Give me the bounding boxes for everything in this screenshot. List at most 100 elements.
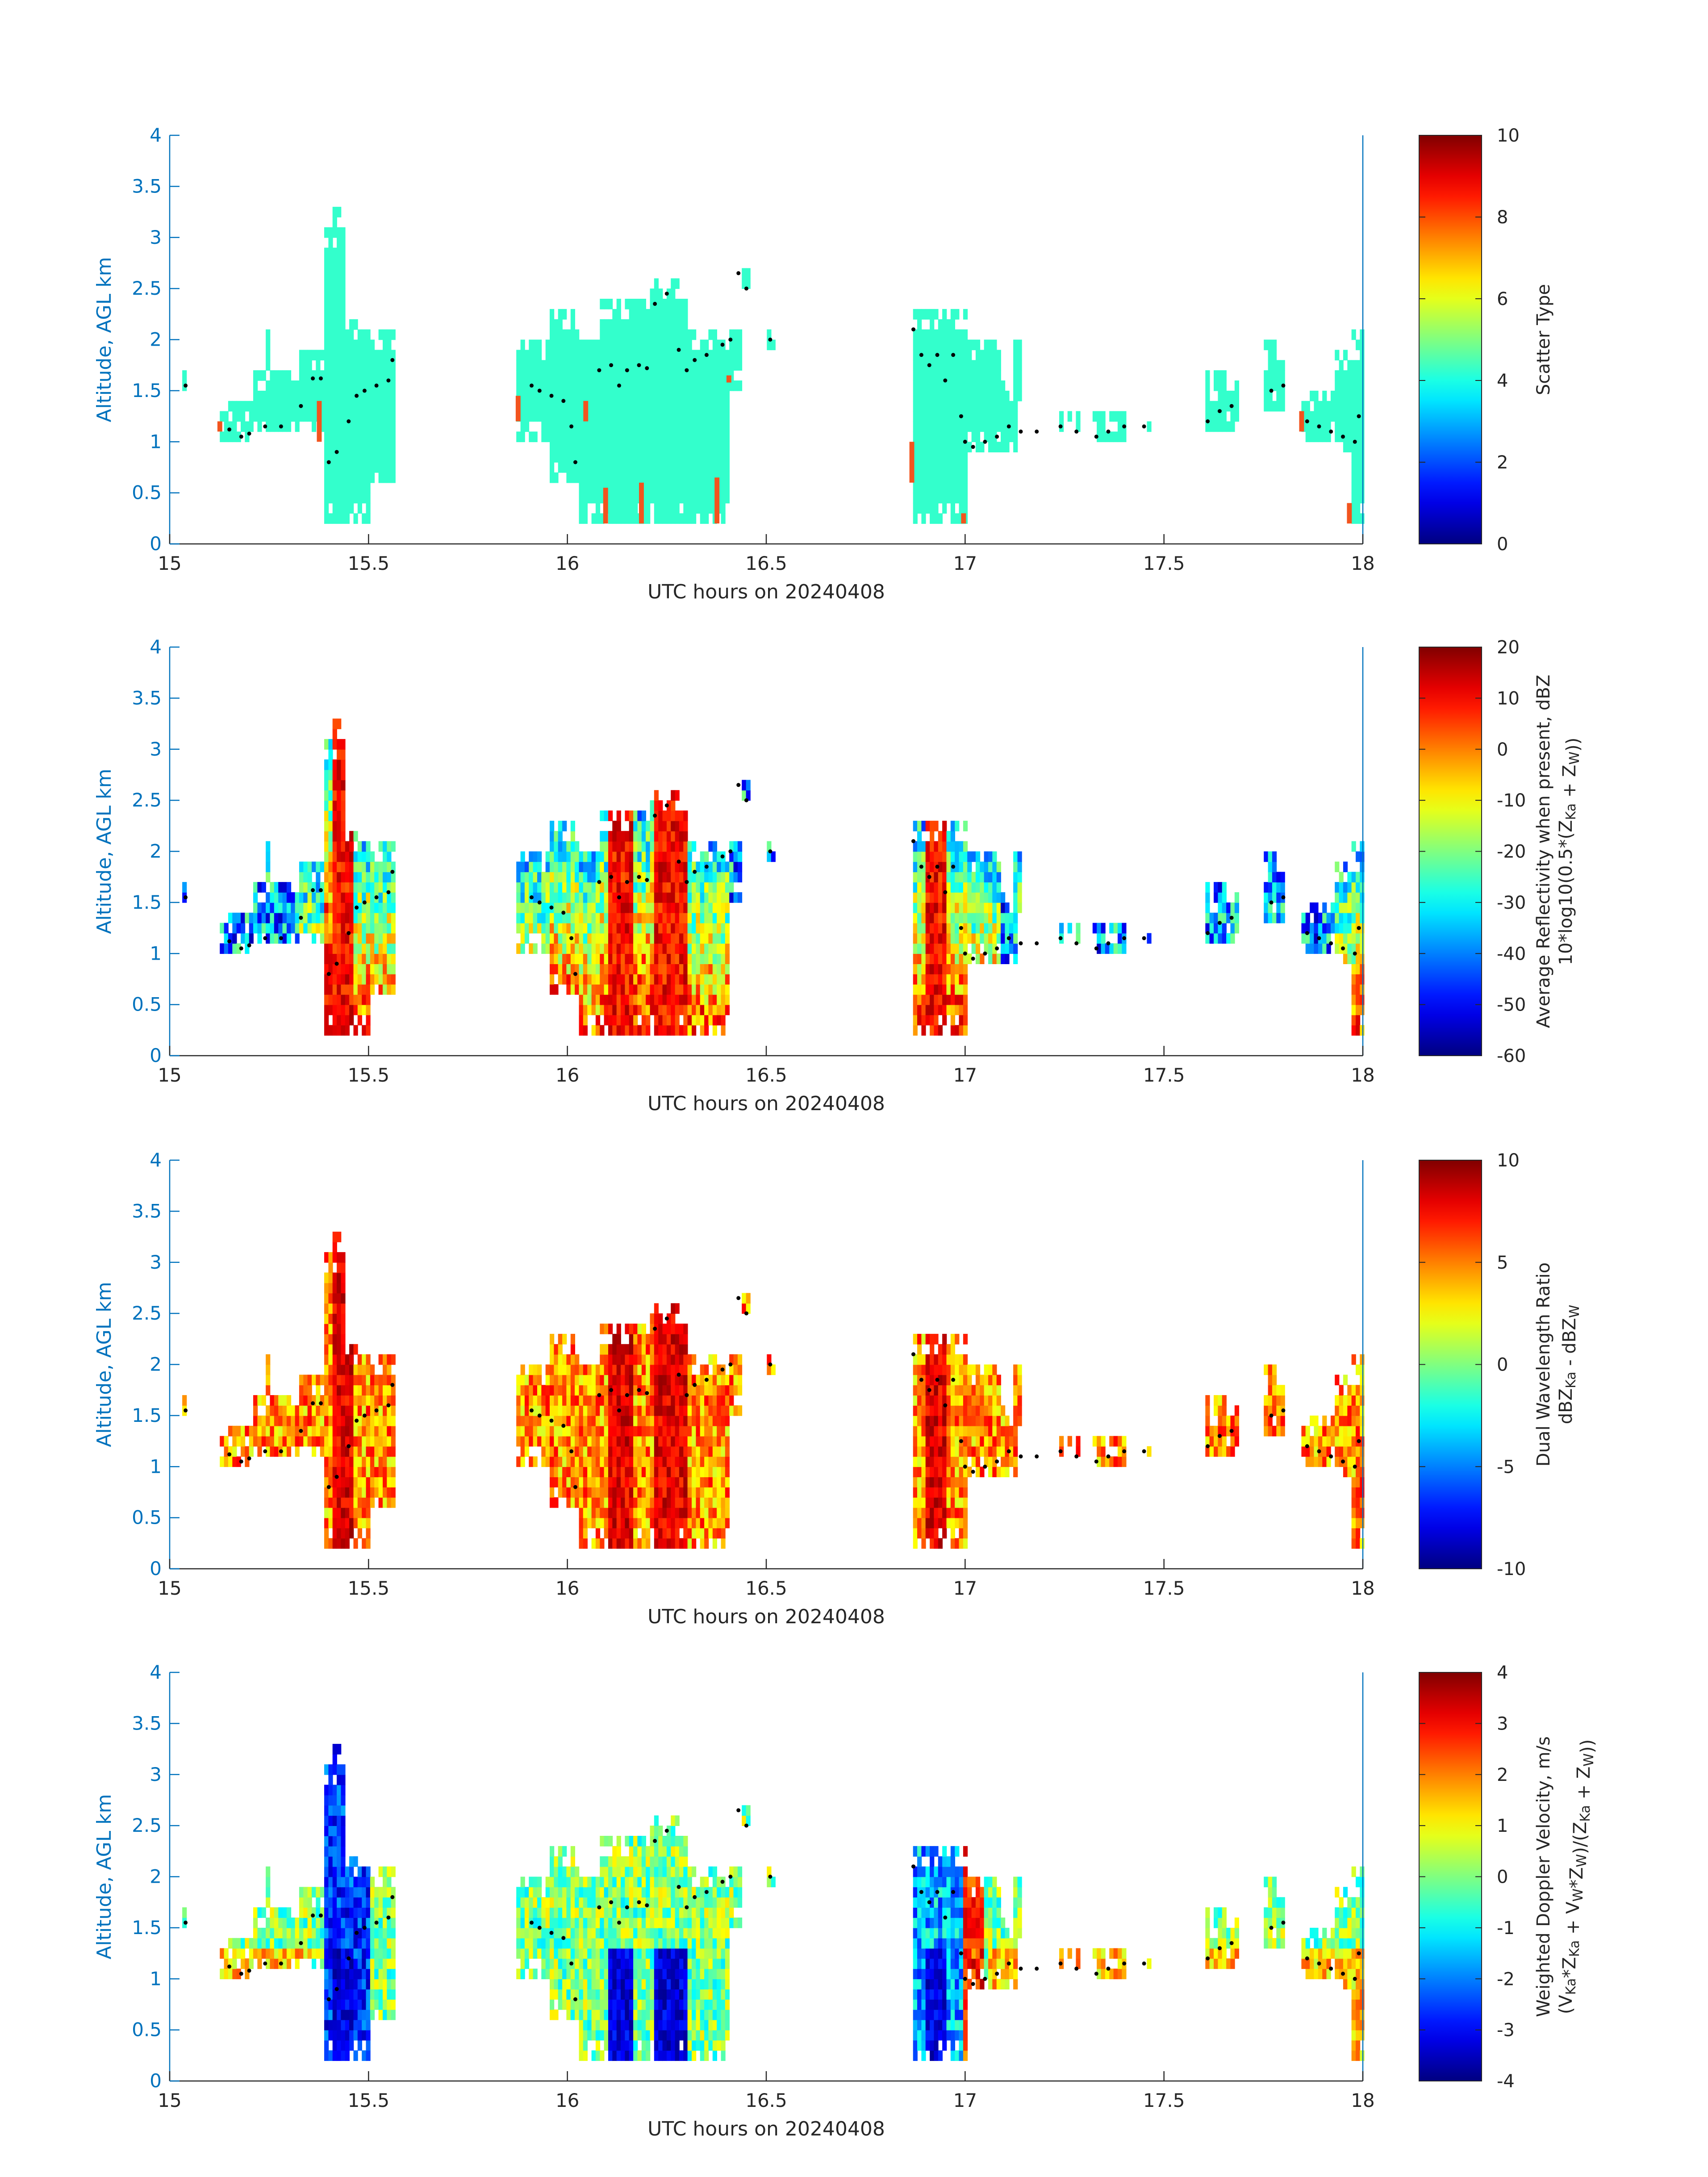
heatmap-cell — [349, 984, 354, 995]
heatmap-cell — [959, 1015, 964, 1026]
heatmap-cell — [270, 902, 275, 913]
colorbar-label: Average Reflectivity when present, dBZ — [1533, 675, 1554, 1028]
heatmap-cell — [917, 339, 922, 351]
heatmap-cell — [921, 892, 926, 903]
heatmap-cell — [1272, 912, 1277, 923]
heatmap-cell — [341, 390, 346, 401]
heatmap-cell — [554, 1467, 559, 1477]
heatmap-cell — [938, 841, 943, 852]
heatmap-cell — [679, 964, 684, 974]
heatmap-cell — [975, 350, 981, 361]
heatmap-cell — [332, 974, 337, 985]
heatmap-cell — [662, 319, 667, 330]
heatmap-cell — [529, 872, 534, 882]
heatmap-cell — [633, 401, 638, 412]
heatmap-cell — [946, 912, 951, 923]
heatmap-cell — [1310, 390, 1315, 401]
heatmap-cell — [675, 851, 680, 862]
heatmap-cell — [988, 872, 993, 882]
cloud-top-dot — [617, 383, 621, 388]
heatmap-cell — [992, 923, 997, 934]
heatmap-cell — [595, 421, 601, 432]
heatmap-cell — [320, 370, 325, 381]
heatmap-cell — [1105, 943, 1110, 954]
heatmap-cell — [1117, 421, 1123, 432]
heatmap-cell — [946, 370, 951, 381]
heatmap-cell — [700, 350, 705, 361]
heatmap-cell — [595, 442, 601, 452]
heatmap-cell — [562, 1425, 567, 1437]
heatmap-cell — [349, 339, 354, 351]
heatmap-cell — [345, 974, 350, 985]
heatmap-cell — [1356, 872, 1361, 882]
heatmap-cell — [349, 452, 354, 463]
heatmap-cell — [917, 964, 922, 974]
heatmap-cell — [328, 1395, 333, 1406]
heatmap-cell — [295, 933, 300, 944]
heatmap-cell — [1318, 943, 1323, 954]
heatmap-cell — [1356, 503, 1361, 514]
heatmap-cell — [959, 953, 964, 964]
heatmap-cell — [683, 360, 688, 371]
heatmap-cell — [332, 288, 337, 299]
heatmap-cell — [270, 421, 275, 432]
heatmap-cell — [996, 882, 1001, 893]
heatmap-cell — [604, 360, 609, 371]
heatmap-cell — [324, 1425, 329, 1437]
heatmap-cell — [524, 1405, 530, 1416]
heatmap-cell — [646, 994, 651, 1005]
heatmap-cell — [963, 892, 968, 903]
heatmap-cell — [925, 493, 930, 504]
heatmap-cell — [579, 1477, 584, 1488]
heatmap-cell — [583, 1385, 588, 1396]
heatmap-cell — [704, 431, 709, 443]
heatmap-cell — [917, 820, 922, 832]
heatmap-cell — [942, 892, 947, 903]
heatmap-cell — [595, 892, 601, 903]
heatmap-cell — [362, 1487, 367, 1498]
heatmap-cell — [378, 953, 383, 964]
heatmap-cell — [550, 1385, 555, 1396]
heatmap-cell — [604, 1507, 609, 1518]
heatmap-cell — [341, 319, 346, 330]
heatmap-cell — [391, 442, 396, 452]
heatmap-cell — [366, 431, 371, 443]
heatmap-cell — [579, 462, 584, 473]
heatmap-cell — [913, 964, 918, 974]
heatmap-cell — [266, 861, 271, 873]
heatmap-cell — [612, 953, 617, 964]
heatmap-cell — [383, 851, 388, 862]
heatmap-cell — [629, 472, 634, 483]
heatmap-cell — [704, 472, 709, 483]
heatmap-cell — [650, 339, 655, 351]
heatmap-cell — [370, 350, 375, 361]
heatmap-cell — [357, 1015, 362, 1026]
heatmap-cell — [378, 933, 383, 944]
heatmap-cell — [337, 851, 342, 862]
heatmap-cell — [387, 1354, 392, 1365]
heatmap-cell — [930, 370, 935, 381]
heatmap-cell — [1001, 892, 1006, 903]
heatmap-cell — [220, 943, 225, 954]
heatmap-cell — [353, 1538, 358, 1549]
heatmap-cell — [324, 493, 329, 504]
heatmap-cell — [357, 994, 362, 1005]
heatmap-cell — [286, 902, 292, 913]
heatmap-cell — [324, 923, 329, 934]
heatmap-cell — [566, 472, 571, 483]
heatmap-cell — [641, 1004, 646, 1015]
heatmap-cell — [604, 964, 609, 974]
heatmap-cell — [278, 923, 283, 934]
heatmap-cell — [378, 1425, 383, 1437]
heatmap-cell — [303, 1385, 308, 1396]
heatmap-cell — [286, 1446, 292, 1457]
heatmap-cell — [721, 902, 726, 913]
heatmap-cell — [921, 851, 926, 862]
heatmap-cell — [328, 288, 333, 299]
heatmap-cell — [383, 923, 388, 934]
heatmap-cell — [341, 421, 346, 432]
heatmap-cell — [683, 513, 688, 524]
heatmap-cell — [637, 472, 642, 483]
heatmap-cell — [942, 943, 947, 954]
heatmap-cell — [621, 923, 626, 934]
